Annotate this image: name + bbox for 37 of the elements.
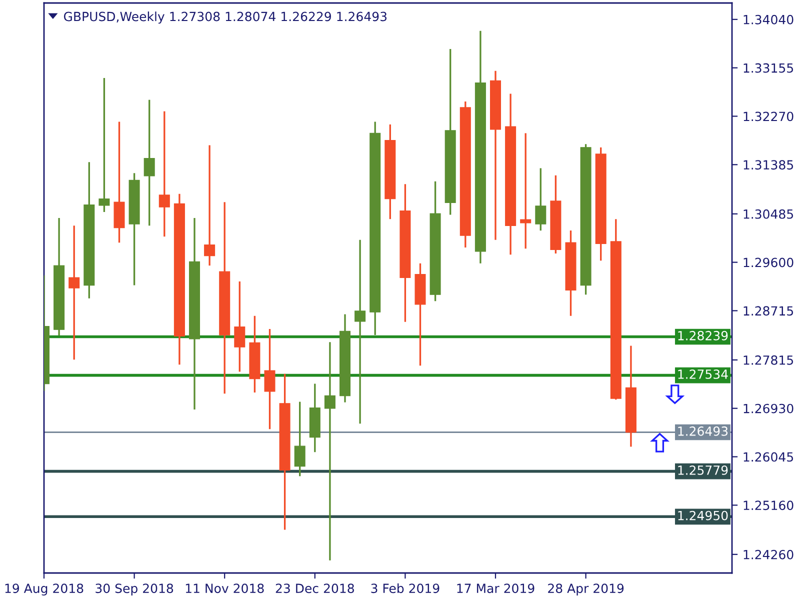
candlestick [204,144,216,266]
y-tick-label: 1.28715 [744,306,794,316]
y-tick-label: 1.25160 [744,500,794,510]
candlestick [158,110,170,238]
y-tick-label: 1.31385 [744,160,794,170]
candlestick [294,400,306,478]
y-tick-label: 1.26045 [744,452,794,462]
ref-line-label: 1.27534 [678,369,728,379]
candlestick [324,341,336,562]
y-tick-label: 1.30485 [744,209,794,219]
x-tick-label: 11 Nov 2018 [186,584,264,594]
candlestick [535,167,546,232]
candlestick [144,98,155,226]
ref-line-label: 1.26493 [678,426,728,436]
x-tick-label: 28 Apr 2019 [548,584,624,596]
x-tick-label: 17 Mar 2019 [457,584,534,594]
y-tick-label: 1.34040 [744,14,794,24]
ref-line-label: 1.25779 [678,465,728,475]
x-tick-label: 30 Sep 2018 [96,584,174,596]
y-tick-label: 1.32270 [744,112,794,122]
x-tick-label: 23 Dec 2018 [276,584,354,594]
candlestick [234,280,246,373]
y-tick-label: 1.26930 [744,404,794,414]
candlestick [264,328,276,430]
text: GBPUSD,Weekly 1.27308 1.28074 1.26229 1.26493 [64,12,387,24]
y-tick-label: 1.33155 [744,63,794,73]
x-tick-label: 3 Feb 2019 [371,583,440,594]
candlestick [98,77,110,213]
ref-line-label: 1.28239 [678,330,728,340]
candlestick [354,239,366,424]
candlestick [520,132,532,250]
y-tick-label: 1.24260 [744,550,794,560]
x-tick-label: 19 Aug 2018 [5,584,84,596]
y-tick-label: 1.27815 [744,355,794,365]
y-tick-label: 1.29600 [744,258,794,268]
ref-line-label: 1.24950 [678,510,728,520]
candlestick [68,224,80,360]
